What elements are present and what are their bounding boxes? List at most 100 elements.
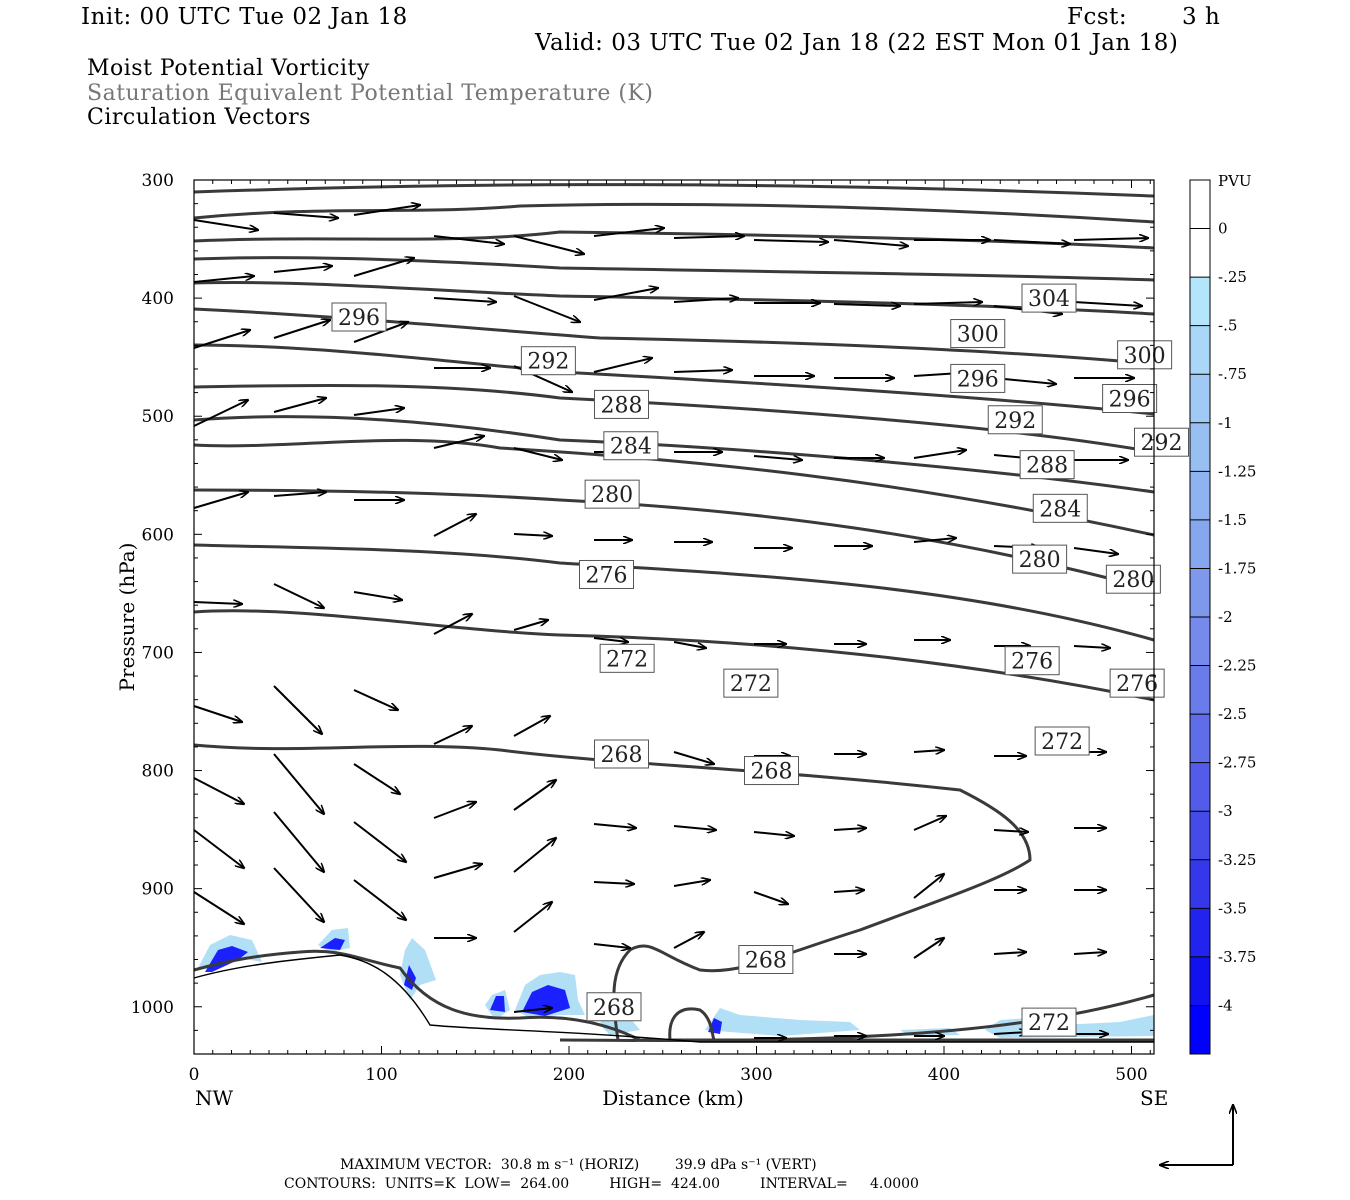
x-left-end-label: NW: [195, 1086, 234, 1110]
contour-line-6: [193, 343, 1155, 416]
x-tick-label: 200: [553, 1065, 585, 1085]
colorbar-swatch: [1190, 325, 1210, 375]
contour-label-text: 296: [1109, 388, 1151, 413]
circulation-vector: [193, 705, 242, 722]
field-title-mpv: Moist Potential Vorticity: [87, 56, 370, 81]
contour-label: 272: [1021, 1007, 1077, 1037]
colorbar-level-label: -2.5: [1218, 705, 1247, 723]
circulation-vector: [993, 239, 1070, 244]
circulation-vector: [593, 823, 636, 828]
y-tick-label: 400: [142, 289, 174, 309]
contour-label: 292: [520, 346, 576, 376]
contour-label: 272: [723, 668, 779, 698]
pv-core-area-3: [490, 996, 505, 1012]
circulation-vector: [593, 943, 630, 948]
contour-label: 280: [584, 479, 640, 509]
contour-label: 276: [579, 559, 634, 589]
circulation-vector: [273, 492, 326, 497]
circulation-vector: [513, 1008, 552, 1013]
circulation-vector: [833, 890, 864, 892]
contour-line-0: [193, 183, 1155, 198]
colorbar-swatch: [1190, 1005, 1210, 1055]
circulation-vector: [673, 370, 732, 372]
circulation-vector: [673, 641, 706, 648]
contour-label-text: 268: [601, 743, 643, 768]
contour-label: 292: [987, 405, 1043, 435]
circulation-vector: [433, 514, 476, 537]
y-axis-title: Pressure (hPa): [115, 543, 139, 692]
contour-label: 284: [603, 431, 659, 461]
colorbar-swatch: [1190, 422, 1210, 472]
circulation-vector: [513, 620, 548, 631]
colorbar-level-label: -3.5: [1218, 899, 1247, 917]
circulation-vector: [513, 716, 550, 737]
circulation-vector: [433, 436, 484, 449]
circulation-vector: [1073, 547, 1118, 554]
contour-label-box: [744, 756, 799, 786]
circulation-vector: [913, 538, 956, 543]
circulation-vector: [673, 932, 704, 949]
valid-time: Valid: 03 UTC Tue 02 Jan 18 (22 EST Mon …: [535, 30, 1179, 56]
colorbar-swatch: [1190, 811, 1210, 861]
colorbar-swatch: [1190, 908, 1210, 958]
colorbar-swatch: [1190, 277, 1210, 327]
contour-line-9: [193, 438, 1155, 537]
circulation-vector: [593, 882, 634, 884]
axis-ticks: 300 400 500 600 700 800 900 1000 0 100 200 300 400 50…: [131, 171, 1154, 1085]
colorbar-level-label: -1: [1218, 414, 1233, 432]
circulation-vector: [353, 689, 398, 710]
colorbar: PVU 0 -.25 -.5 -.75 -1 -1.25 -1.5 -1.75 -2 -2.25 -2…: [1189, 172, 1256, 1055]
circulation-vector: [273, 753, 324, 814]
contour-line-16: [193, 949, 1154, 1042]
circulation-vector: [353, 258, 414, 277]
circulation-vectors: [193, 205, 1148, 1038]
contour-line-5: [193, 307, 1155, 366]
contour-label-text: 288: [601, 393, 643, 418]
contour-label-text: 296: [338, 306, 380, 331]
contour-label: 268: [744, 756, 799, 786]
pv-shading: [198, 928, 1154, 1038]
colorbar-swatch: [1190, 617, 1210, 667]
field-title-vectors: Circulation Vectors: [87, 105, 311, 130]
contour-label-text: 292: [527, 350, 569, 375]
colorbar-swatch: [1190, 762, 1210, 812]
contour-label-text: 300: [1124, 344, 1166, 369]
contour-label: 300: [1117, 340, 1173, 370]
contour-label-text: 284: [1039, 497, 1081, 522]
contour-line-12: [193, 609, 1155, 702]
contour-line-3: [193, 256, 1155, 282]
contour-label: 268: [738, 945, 794, 975]
circulation-vector: [513, 235, 584, 254]
circulation-vector: [433, 235, 504, 244]
contour-label-text: 276: [586, 563, 628, 588]
circulation-vector: [513, 295, 580, 322]
contour-label-box: [987, 405, 1043, 435]
circulation-vector: [273, 685, 322, 734]
forecast-hour: 3 h: [1182, 4, 1221, 30]
circulation-vector: [1073, 301, 1142, 306]
colorbar-level-label: -.25: [1218, 268, 1247, 286]
circulation-vector: [673, 751, 714, 764]
contour-label-text: 304: [1028, 287, 1070, 312]
contour-label-box: [1012, 544, 1068, 574]
contour-label: 304: [1021, 283, 1077, 313]
circulation-vector: [513, 902, 552, 933]
y-tick-label: 600: [142, 525, 174, 545]
contour-label: 296: [950, 363, 1006, 393]
circulation-vector: [193, 276, 254, 283]
init-time: Init: 00 UTC Tue 02 Jan 18: [81, 4, 408, 30]
contour-label: 276: [1109, 668, 1165, 698]
contour-line-13: [193, 743, 1032, 1041]
circulation-vector: [273, 320, 330, 339]
contour-label-box: [1105, 564, 1161, 594]
colorbar-level-label: -1.25: [1218, 462, 1256, 480]
circulation-vector: [433, 614, 472, 635]
circulation-vector: [353, 821, 406, 862]
contour-label: 288: [1019, 450, 1075, 480]
contour-label-text: 268: [745, 949, 787, 974]
colorbar-level-label: -3: [1218, 802, 1233, 820]
contour-label-box: [603, 431, 659, 461]
circulation-vector: [353, 879, 406, 920]
circulation-vector: [513, 447, 562, 460]
colorbar-swatch: [1190, 568, 1210, 618]
